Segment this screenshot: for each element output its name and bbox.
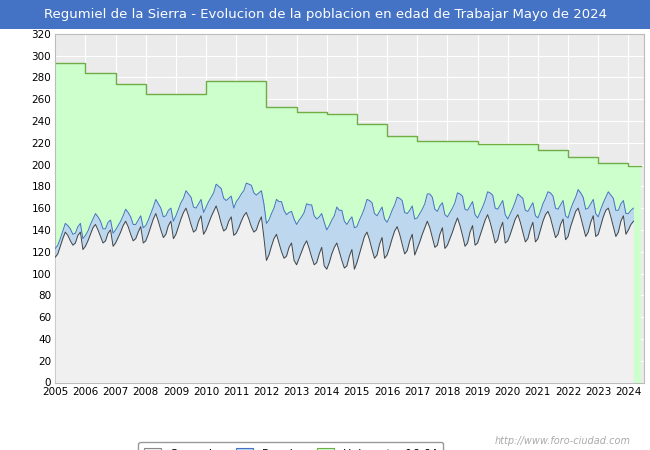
Text: http://www.foro-ciudad.com: http://www.foro-ciudad.com — [495, 436, 630, 446]
Legend: Ocupados, Parados, Hab. entre 16-64: Ocupados, Parados, Hab. entre 16-64 — [138, 442, 443, 450]
Text: Regumiel de la Sierra - Evolucion de la poblacion en edad de Trabajar Mayo de 20: Regumiel de la Sierra - Evolucion de la … — [44, 8, 606, 21]
